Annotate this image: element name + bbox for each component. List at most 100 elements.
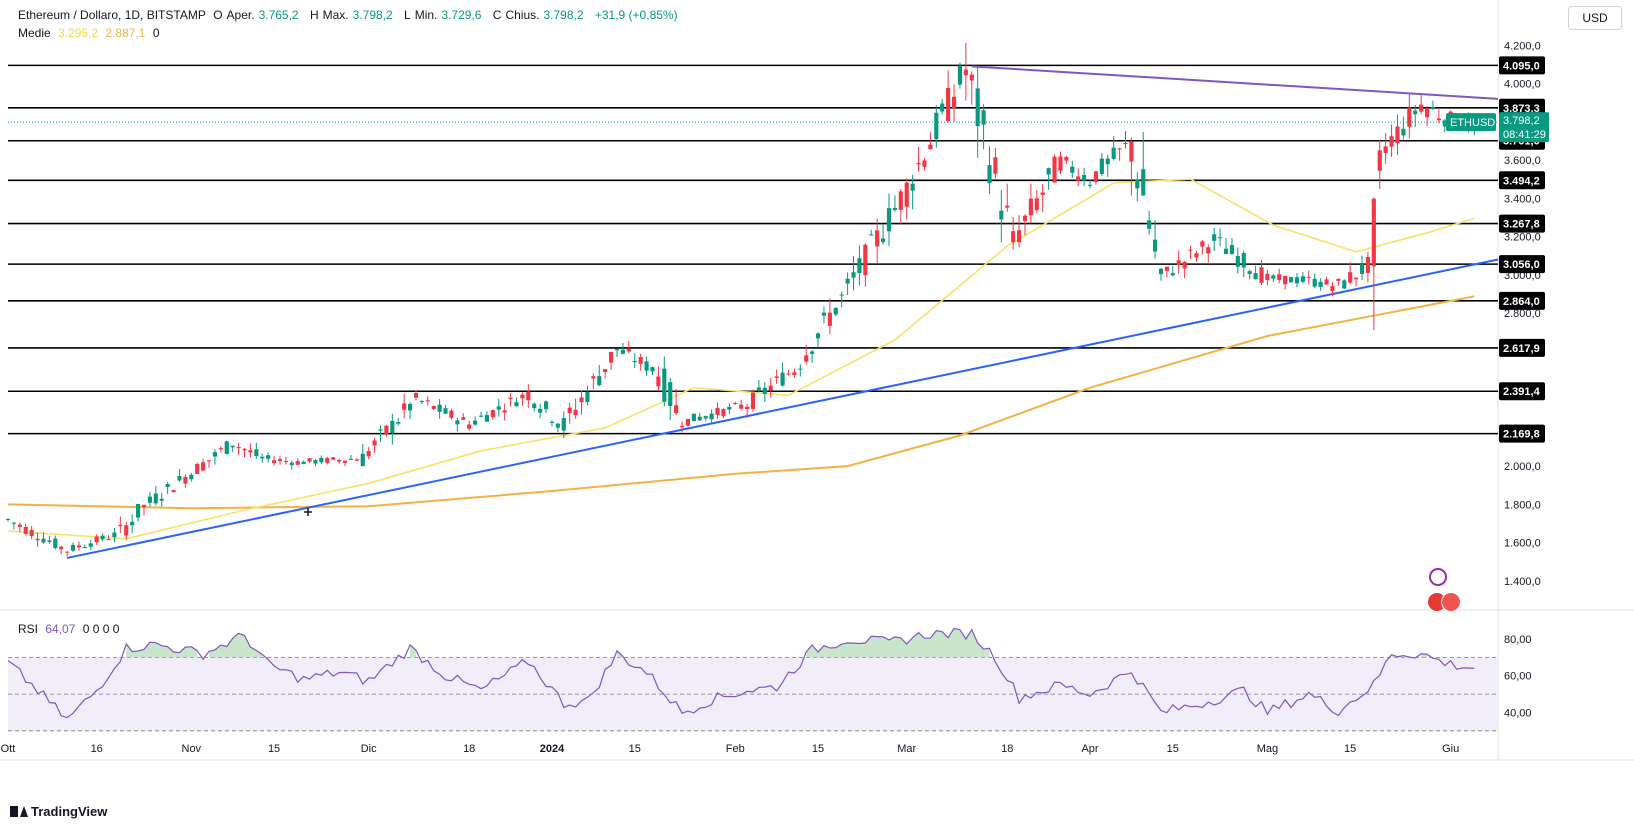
candle-up xyxy=(1105,158,1110,165)
candle-down xyxy=(1389,136,1394,147)
candle-down xyxy=(402,403,407,410)
candle-up xyxy=(1300,276,1305,282)
rsi-label: RSI xyxy=(18,622,39,636)
ma50-value: 3.295,2 xyxy=(58,26,99,40)
candle-up xyxy=(360,453,365,467)
close-value: Chius. 3.798,2 xyxy=(505,8,584,22)
candle-down xyxy=(1330,286,1335,291)
candle-down xyxy=(449,410,454,418)
candle-up xyxy=(869,234,874,236)
candle-up xyxy=(224,441,229,454)
candle-up xyxy=(881,238,886,243)
currency-button[interactable]: USD xyxy=(1568,6,1622,30)
rsi-legend[interactable]: RSI 64,07 0 0 0 0 xyxy=(18,622,123,636)
candle-up xyxy=(254,449,259,456)
candle-down xyxy=(1076,176,1081,181)
candle-up xyxy=(82,547,87,549)
time-axis-label: Apr xyxy=(1081,743,1098,755)
candle-up xyxy=(662,368,667,402)
candle-down xyxy=(1383,146,1388,153)
candle-down xyxy=(65,551,70,553)
candle-down xyxy=(366,451,371,457)
ma-legend[interactable]: Medie 3.295,2 2.887,1 0 xyxy=(18,26,164,40)
candle-down xyxy=(951,96,957,109)
candle-down xyxy=(206,460,212,462)
candle-down xyxy=(1200,241,1205,247)
candle-up xyxy=(41,538,46,543)
candle-up xyxy=(614,348,620,351)
candle-up xyxy=(496,406,501,410)
symbol-title: Ethereum / Dollaro, 1D, BITSTAMP xyxy=(18,8,206,22)
candle-up xyxy=(396,422,401,424)
candle-up xyxy=(1223,248,1229,255)
candle-down xyxy=(1194,253,1199,258)
ticker-tag: ETHUSD xyxy=(1450,117,1495,129)
candle-up xyxy=(756,387,761,391)
candle-down xyxy=(1188,249,1193,251)
candle-up xyxy=(165,483,170,488)
candle-up xyxy=(1271,275,1276,279)
candle-up xyxy=(348,458,354,460)
candle-down xyxy=(242,448,247,451)
candle-down xyxy=(502,410,507,413)
candle-down xyxy=(1022,215,1028,222)
price-tick-label: 2.800,0 xyxy=(1504,308,1541,320)
candle-down xyxy=(1377,150,1382,171)
candle-down xyxy=(384,425,389,434)
candle-down xyxy=(1011,231,1016,243)
candle-up xyxy=(1147,220,1152,229)
candle-up xyxy=(999,210,1004,220)
time-axis-label: 15 xyxy=(1344,743,1356,755)
candle-up xyxy=(549,421,555,423)
candle-down xyxy=(922,160,927,167)
rsi-line xyxy=(7,627,1475,719)
candle-up xyxy=(910,183,915,191)
us-flag-icon-2[interactable] xyxy=(1441,592,1461,612)
candle-up xyxy=(407,403,413,411)
candle-up xyxy=(815,333,821,339)
candle-down xyxy=(674,405,679,414)
candle-up xyxy=(1288,277,1294,283)
candle-up xyxy=(1359,264,1365,274)
tradingview-logo[interactable]: TradingView xyxy=(10,804,107,819)
candle-down xyxy=(1093,171,1099,182)
candle-down xyxy=(1424,108,1430,118)
candle-up xyxy=(1087,184,1093,186)
candle-up xyxy=(981,110,986,125)
candle-down xyxy=(1034,198,1039,210)
candle-down xyxy=(354,459,359,461)
countdown-label: 08:41:29 xyxy=(1503,129,1546,141)
candle-down xyxy=(1164,266,1169,271)
descending-trendline xyxy=(971,65,1499,100)
candle-down xyxy=(946,87,951,122)
candle-up xyxy=(1253,273,1258,280)
ma200-line xyxy=(7,295,1475,510)
candle-up xyxy=(88,543,93,547)
candle-up xyxy=(886,208,892,232)
candle-up xyxy=(266,455,271,459)
price-tick-label: 4.200,0 xyxy=(1504,40,1541,52)
candle-down xyxy=(490,410,495,418)
candle-up xyxy=(230,445,235,448)
candle-down xyxy=(609,352,614,363)
candle-down xyxy=(573,409,578,416)
candle-up xyxy=(1070,166,1075,173)
lightning-event-icon[interactable] xyxy=(1429,568,1447,586)
candle-down xyxy=(1371,198,1376,267)
candle-down xyxy=(413,392,419,398)
rsi-overbought-fill xyxy=(410,644,416,658)
crosshair-marker xyxy=(304,508,312,516)
time-axis-label: Nov xyxy=(182,743,202,755)
candle-up xyxy=(845,278,850,284)
candle-down xyxy=(372,440,377,446)
price-tick-label: 1.400,0 xyxy=(1504,576,1541,588)
price-tick-label: 4.000,0 xyxy=(1504,79,1541,91)
level-label: 4.095,0 xyxy=(1503,60,1540,72)
rsi-extra: 0 0 0 0 xyxy=(82,622,120,636)
candle-down xyxy=(1206,247,1211,254)
candle-down xyxy=(94,536,99,543)
candle-down xyxy=(1283,275,1288,285)
candle-up xyxy=(136,503,141,518)
time-axis-label: Mag xyxy=(1257,743,1278,755)
